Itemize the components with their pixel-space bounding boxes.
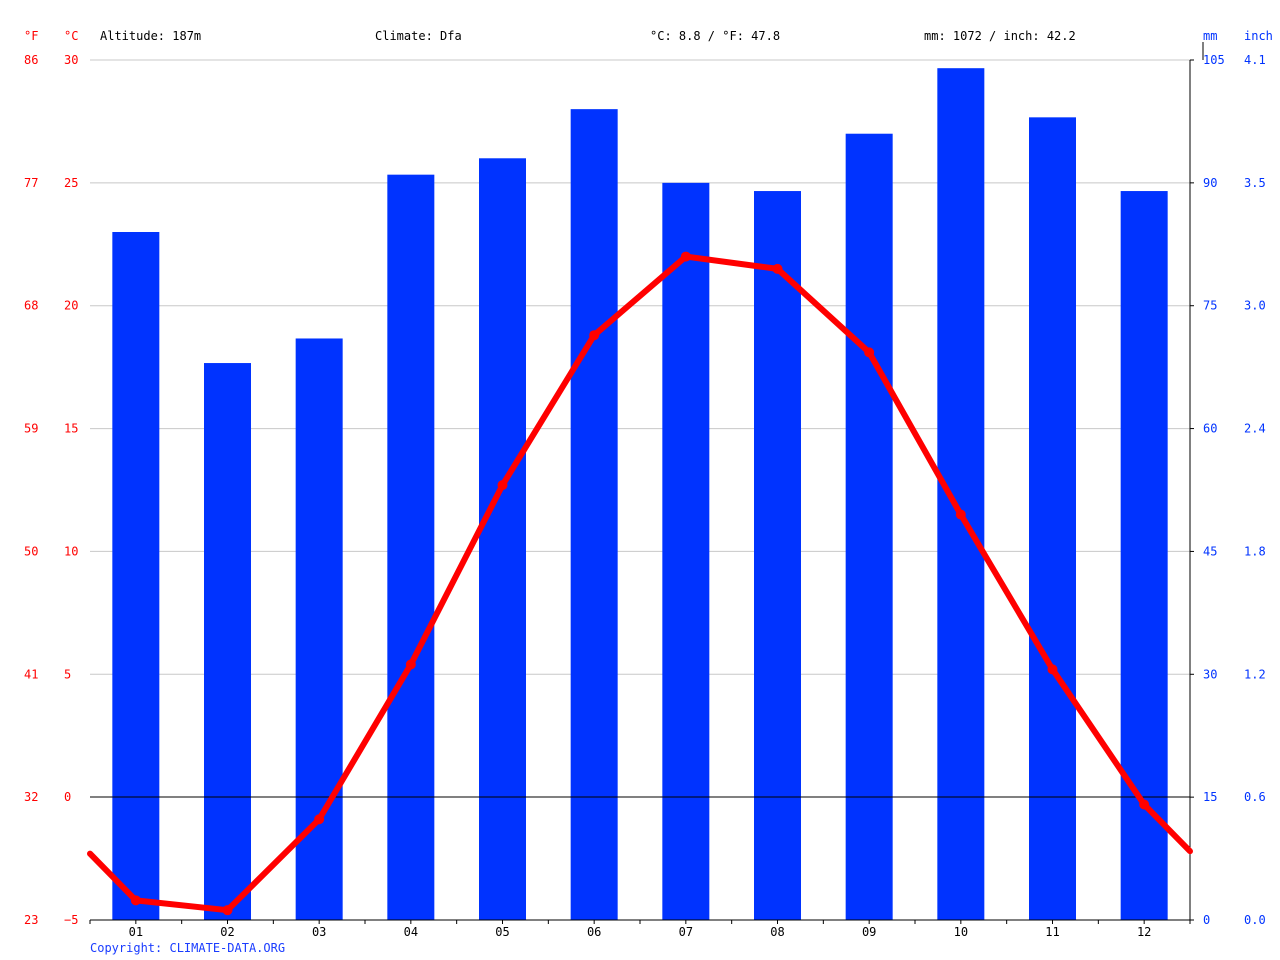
inch-tick-label: 0.0 [1244,913,1266,927]
inch-tick-label: 3.0 [1244,299,1266,313]
celsius-tick-label: 0 [64,790,71,804]
fahrenheit-unit-label: °F [24,29,38,43]
temperature-point [1047,664,1058,675]
mm-tick-label: 75 [1203,299,1217,313]
temperature-point [772,263,783,274]
precipitation-bars [112,68,1168,921]
temperature-point [589,330,600,341]
temperature-point [130,895,141,906]
precipitation-bar [570,109,618,920]
x-tick-label: 12 [1137,925,1151,939]
precipitation-bar [662,182,710,920]
fahrenheit-tick-label: 41 [24,667,38,681]
temperature-point [955,509,966,520]
x-tick-label: 08 [770,925,784,939]
precipitation-total-label: mm: 1072 / inch: 42.2 [924,29,1076,43]
inch-unit-label: inch [1244,29,1273,43]
temperature-point [1139,799,1150,810]
temperature-point [680,251,691,262]
temperature-point [222,905,233,916]
x-tick-label: 05 [495,925,509,939]
mm-tick-label: 45 [1203,544,1217,558]
climate-label: Climate: Dfa [375,29,462,43]
celsius-tick-label: −5 [64,913,78,927]
temperature-point [864,347,875,358]
celsius-tick-label: 10 [64,544,78,558]
altitude-label: Altitude: 187m [100,29,201,43]
x-tick-label: 10 [954,925,968,939]
x-axis-ticks: 01 02 03 04 05 06 07 08 09 10 11 12 [89,920,1191,939]
temperature-point [497,480,508,491]
mm-tick-label: 30 [1203,667,1217,681]
inch-tick-label: 4.1 [1244,53,1266,67]
average-temperature-label: °C: 8.8 / °F: 47.8 [650,29,780,43]
celsius-tick-label: 25 [64,176,78,190]
x-tick-label: 02 [220,925,234,939]
x-tick-label: 06 [587,925,601,939]
fahrenheit-tick-label: 77 [24,176,38,190]
inch-tick-label: 0.6 [1244,790,1266,804]
precipitation-bar [112,232,160,920]
precipitation-bar [937,68,985,920]
precipitation-bar [479,158,526,921]
celsius-tick-label: 5 [64,667,71,681]
inch-tick-label: 1.8 [1244,544,1266,558]
grid-lines [90,59,1190,675]
mm-tick-label: 15 [1203,790,1217,804]
inch-tick-label: 1.2 [1244,667,1266,681]
mm-tick-label: 0 [1203,913,1210,927]
x-tick-label: 01 [129,925,143,939]
mm-tick-label: 60 [1203,422,1217,436]
inch-tick-label: 3.5 [1244,176,1266,190]
precipitation-bar [1120,191,1168,921]
mm-unit-label: mm [1203,29,1217,43]
precipitation-bar [204,363,251,920]
x-tick-label: 04 [404,925,418,939]
x-tick-label: 09 [862,925,876,939]
temperature-series [87,251,1193,916]
celsius-tick-label: 15 [64,422,78,436]
x-tick-label: 03 [312,925,326,939]
inch-tick-label: 2.4 [1244,422,1266,436]
celsius-unit-label: °C [64,29,78,43]
precipitation-bar [387,174,435,920]
fahrenheit-tick-label: 59 [24,422,38,436]
mm-tick-labels: 105 90 75 60 45 30 15 0 [1203,53,1225,927]
mm-tick-label: 90 [1203,176,1217,190]
temperature-line [87,253,1193,914]
precipitation-bar [754,191,801,921]
celsius-tick-label: 20 [64,299,78,313]
fahrenheit-tick-label: 23 [24,913,38,927]
precipitation-bar [845,133,893,920]
celsius-tick-labels: 30 25 20 15 10 5 0 −5 [64,53,78,927]
x-tick-label: 11 [1045,925,1059,939]
fahrenheit-tick-label: 86 [24,53,38,67]
fahrenheit-tick-label: 50 [24,544,38,558]
copyright: Copyright: CLIMATE-DATA.ORG [90,941,285,955]
fahrenheit-tick-labels: 86 77 68 59 50 41 32 23 [24,53,38,927]
precipitation-bar [1029,117,1076,921]
temperature-point [314,814,325,825]
inch-tick-labels: 4.1 3.5 3.0 2.4 1.8 1.2 0.6 0.0 [1244,53,1266,927]
celsius-tick-label: 30 [64,53,78,67]
mm-tick-label: 105 [1203,53,1225,67]
fahrenheit-tick-label: 32 [24,790,38,804]
fahrenheit-tick-label: 68 [24,299,38,313]
x-tick-label: 07 [679,925,693,939]
temperature-point [405,659,416,670]
